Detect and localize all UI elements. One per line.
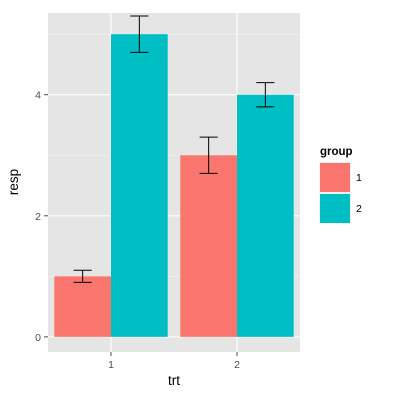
legend-key-swatch-1 [320, 163, 350, 192]
bar-group-1-trt-1 [54, 276, 111, 337]
bars [54, 34, 294, 337]
legend-key-swatch-2 [320, 194, 350, 223]
y-tick-label: 4 [35, 90, 41, 102]
x-tick-label: 1 [108, 359, 114, 371]
x-axis-title: trt [168, 373, 180, 388]
legend-label-2: 2 [356, 203, 362, 215]
bar-group-2-trt-2 [237, 94, 294, 337]
y-tick-label: 0 [35, 332, 41, 344]
bar-group-2-trt-1 [111, 34, 168, 337]
legend: group 1 2 [319, 146, 362, 224]
bar-group-1-trt-2 [180, 155, 237, 337]
y-tick-label: 2 [35, 211, 41, 223]
x-tick-label: 2 [234, 359, 240, 371]
legend-label-1: 1 [356, 172, 362, 184]
legend-title: group [320, 146, 353, 158]
y-axis-title: resp [6, 169, 21, 195]
axes: 0 2 4 1 2 [35, 90, 240, 371]
error-bars [73, 15, 275, 283]
